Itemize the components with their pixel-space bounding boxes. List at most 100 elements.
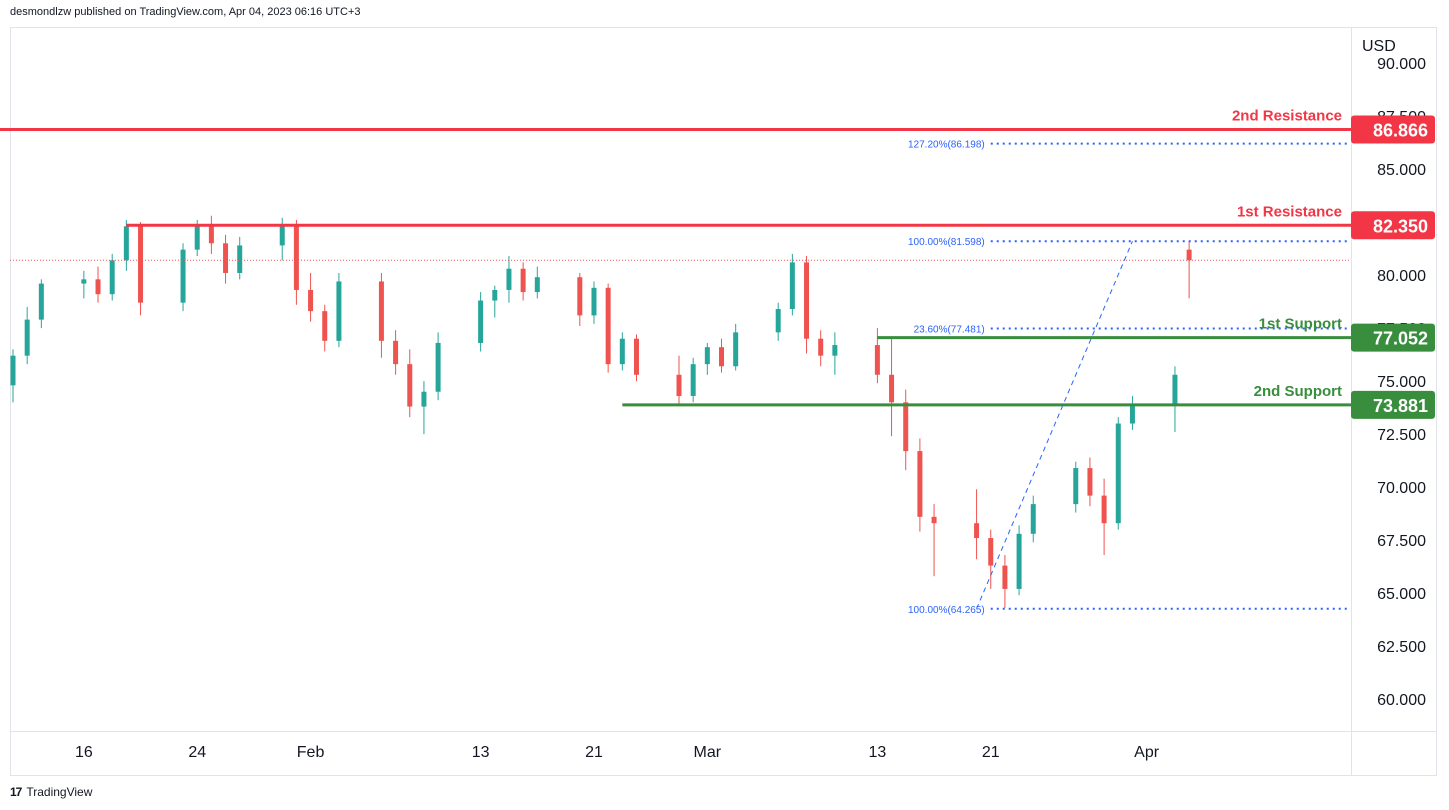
candle-body [279,224,285,246]
x-tick-label: Apr [1134,744,1160,761]
candle-body [789,262,795,310]
candle-body [407,364,413,407]
y-tick-label: 62.500 [1377,639,1426,656]
candle-body [223,243,229,273]
candle-body [435,342,441,392]
candle-body [520,268,526,293]
candle-body [931,516,937,524]
y-tick-label: 65.000 [1377,586,1426,603]
candle-body [1030,504,1036,534]
candle-body [633,338,639,375]
y-tick-label: 85.000 [1377,162,1426,179]
candle-body [818,338,824,356]
tradingview-logo-icon: 17 [10,785,22,799]
candle-body [577,277,583,316]
candle-body [605,287,611,365]
fib-level-label: 127.20%(86.198) [908,140,985,151]
candle-body [10,355,16,386]
candle-body [1101,495,1107,524]
x-tick-label: 13 [472,744,490,761]
candle-body [733,332,739,367]
resistance-price-badge [1351,115,1435,144]
candle-body [534,277,540,293]
resistance-price-badge-text: 86.866 [1373,121,1428,141]
candle-body [1002,565,1008,589]
support-price-badge [1351,390,1435,419]
candle-body [804,262,810,339]
candle-body [393,340,399,365]
candle-body [988,538,994,566]
x-tick-label: 21 [585,744,603,761]
fib-level-label: 100.00%(81.598) [908,237,985,248]
overlays: 127.20%(86.198) 100.00%(81.598) 23.60%(77.… [0,108,1435,616]
candle-body [378,281,384,341]
candle-body [676,374,682,396]
y-tick-label: 70.000 [1377,480,1426,497]
currency-label: USD [1362,38,1396,55]
chart-frame [10,27,1437,776]
candle-body [95,279,101,295]
candle-body [591,287,597,316]
x-tick-label: Feb [297,744,325,761]
candle-body [1186,249,1192,261]
y-tick-label: 72.500 [1377,427,1426,444]
candle-body [719,347,725,367]
candle-body [478,300,484,343]
candle-body [81,279,87,284]
fib-level-label: 23.60%(77.481) [914,325,985,336]
candle-body [974,523,980,539]
candle-body [619,338,625,365]
fib-trend-line [976,241,1133,609]
y-tick-label: 80.000 [1377,268,1426,285]
x-tick-label: Mar [694,744,722,761]
candle-body [421,391,427,407]
candle-body [1087,468,1093,496]
publisher-caption: desmondlzw published on TradingView.com,… [10,6,361,18]
candle-body [832,345,838,356]
candle-body [322,311,328,341]
candle-body [24,319,30,356]
x-tick-label: 13 [868,744,886,761]
candle-body [180,249,186,303]
support-level-label: 2nd Support [1254,383,1342,400]
plot-area[interactable] [10,215,1192,609]
candle-body [1172,374,1178,405]
resistance-price-badge-text: 82.350 [1373,216,1428,236]
support-level-label: 1st Support [1259,316,1342,333]
candle-body [889,374,895,403]
x-tick-label: 16 [75,744,93,761]
candle-body [138,226,144,303]
candle-body [336,281,342,341]
tradingview-brand: TradingView [26,785,93,799]
candle-body [208,224,214,244]
candle-body [690,364,696,396]
candle-body [1016,533,1022,589]
y-tick-label: 67.500 [1377,533,1426,550]
x-tick-label: 21 [982,744,1000,761]
resistance-level-label: 2nd Resistance [1232,108,1342,125]
y-axis[interactable]: 60.000 62.500 65.000 67.500 70.000 72.500 75.0… [1377,56,1426,709]
support-price-badge-text: 77.052 [1373,329,1428,349]
resistance-level-label: 1st Resistance [1237,203,1342,220]
support-price-badge-text: 73.881 [1373,396,1428,416]
candle-body [194,224,200,250]
y-tick-label: 90.000 [1377,56,1426,73]
fib-level-label: 100.00%(64.265) [908,605,985,616]
candle-body [308,289,314,312]
x-axis[interactable]: 16 24 Feb 13 21 Mar 13 21 Apr [75,744,1160,761]
candle-body [1073,468,1079,505]
candle-body [704,347,710,365]
candle-body [123,226,129,261]
candle-body [109,260,115,295]
candle-body [237,245,243,273]
candle-body [506,268,512,290]
tradingview-footer[interactable]: 17 TradingView [10,785,92,799]
candle-body [38,283,44,320]
support-price-badge [1351,323,1435,352]
candle-body [917,451,923,517]
x-tick-label: 24 [188,744,206,761]
candle-body [775,309,781,333]
y-tick-label: 75.000 [1377,374,1426,391]
candle-body [1129,404,1135,424]
